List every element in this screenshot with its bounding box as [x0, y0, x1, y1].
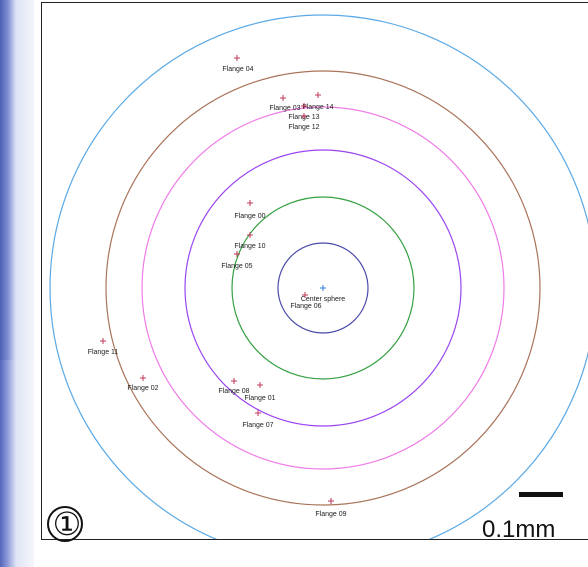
ring-inner [277, 242, 369, 334]
scale-bar-label: 0.1mm [482, 516, 556, 543]
marker-label: Center sphere [301, 296, 345, 303]
marker-flange-07: Flange 07 [242, 410, 274, 429]
marker-label: Flange 07 [242, 422, 273, 429]
marker-flange-01: Flange 01 [244, 382, 276, 402]
ring-brown [105, 70, 541, 506]
panel-number: ① [52, 506, 82, 542]
marker-label: Flange 14 [302, 104, 333, 111]
marker-label: Flange 11 [88, 349, 119, 356]
marker-flange-14: Flange 14 [302, 92, 334, 111]
marker-label: Flange 05 [221, 263, 252, 270]
ring-outer [49, 14, 588, 539]
marker-flange-08: Flange 08 [218, 378, 250, 395]
ring-green [231, 196, 415, 380]
marker-flange-04: Flange 04 [222, 55, 254, 73]
marker-flange-12: Flange 12 [288, 113, 320, 131]
marker-label: Flange 10 [234, 243, 265, 250]
marker-label: Flange 12 [288, 124, 319, 131]
ring-purple [184, 149, 462, 427]
ring-pink [141, 106, 505, 470]
marker-flange-10: Flange 10 [234, 232, 266, 250]
marker-label: Flange 08 [218, 388, 249, 395]
marker-label: Flange 09 [315, 511, 346, 518]
marker-flange-05: Flange 05 [221, 251, 253, 270]
marker-flange-06: Flange 06 [290, 292, 322, 310]
marker-label: Flange 02 [127, 385, 158, 392]
marker-flange-09: Flange 09 [315, 498, 347, 518]
marker-label: Flange 06 [290, 303, 321, 310]
scale-bar [519, 492, 563, 497]
diagram-panel: Flange 04 Flange 03 Flange 14 Flange 13 Flan… [41, 2, 588, 540]
marker-label: Flange 04 [222, 66, 253, 73]
marker-flange-03: Flange 03 [269, 95, 301, 112]
panel-number-circle [47, 506, 83, 542]
left-decorative-strip-lower [0, 360, 34, 567]
marker-label: Flange 01 [244, 395, 275, 402]
marker-flange-00: Flange 00 [234, 200, 266, 220]
marker-flange-11: Flange 11 [88, 338, 119, 356]
marker-center-sphere: Center sphere [301, 285, 345, 303]
marker-label: Flange 00 [234, 213, 265, 220]
marker-flange-02: Flange 02 [127, 375, 159, 392]
marker-label: Flange 03 [269, 105, 300, 112]
